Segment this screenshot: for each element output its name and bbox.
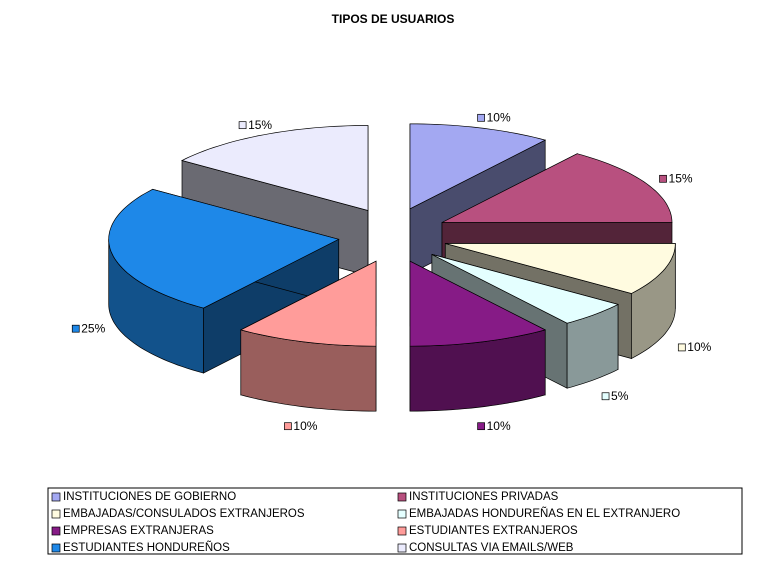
legend-swatch — [51, 526, 61, 536]
label-swatch — [601, 392, 610, 401]
slice-top — [409, 260, 547, 347]
label-swatch — [71, 324, 80, 333]
data-label: 10% — [293, 419, 317, 433]
legend-label: EMBAJADAS HONDUREÑAS EN EL EXTRANJERO — [409, 507, 680, 520]
slice — [108, 188, 340, 374]
legend-swatch — [51, 492, 61, 502]
data-label: 10% — [487, 110, 511, 124]
label-swatch — [659, 174, 667, 183]
slice-top — [445, 243, 676, 294]
legend-label: EMPRESAS EXTRANJERAS — [63, 525, 214, 537]
data-label: 15% — [248, 118, 272, 132]
data-label: 5% — [611, 389, 629, 403]
chart-title: TIPOS DE USUARIOS — [332, 12, 455, 26]
legend-label: CONSULTAS VIA EMAILS/WEB — [409, 542, 574, 554]
slice — [239, 260, 377, 412]
label-swatch — [284, 422, 292, 431]
legend-swatch — [51, 543, 61, 553]
slice-top — [431, 254, 619, 324]
legend-swatch — [397, 492, 407, 502]
data-label: 25% — [81, 321, 105, 335]
legend-label: ESTUDIANTES EXTRANJEROS — [409, 525, 578, 537]
legend-label: ESTUDIANTES HONDUREÑOS — [63, 541, 230, 554]
slice-top — [239, 260, 377, 347]
label-swatch — [677, 343, 686, 352]
label-swatch — [238, 121, 247, 130]
legend-swatch — [397, 543, 407, 553]
data-label: 10% — [687, 340, 711, 354]
slice-top — [441, 153, 673, 223]
legend-label: INSTITUCIONES DE GOBIERNO — [63, 491, 236, 503]
legend-box — [47, 487, 743, 555]
slice-top — [409, 123, 547, 210]
slice-top — [181, 125, 369, 211]
data-label: 10% — [487, 419, 511, 433]
legend-swatch — [51, 509, 61, 519]
slice-top — [108, 188, 340, 309]
legend-swatch — [397, 509, 407, 519]
legend-swatch — [397, 526, 407, 536]
slice — [409, 260, 547, 412]
data-label: 15% — [669, 171, 693, 185]
legend-label: EMBAJADAS/CONSULADOS EXTRANJEROS — [63, 508, 305, 520]
legend-label: INSTITUCIONES PRIVADAS — [409, 491, 559, 503]
label-swatch — [477, 422, 485, 431]
label-swatch — [477, 113, 485, 122]
